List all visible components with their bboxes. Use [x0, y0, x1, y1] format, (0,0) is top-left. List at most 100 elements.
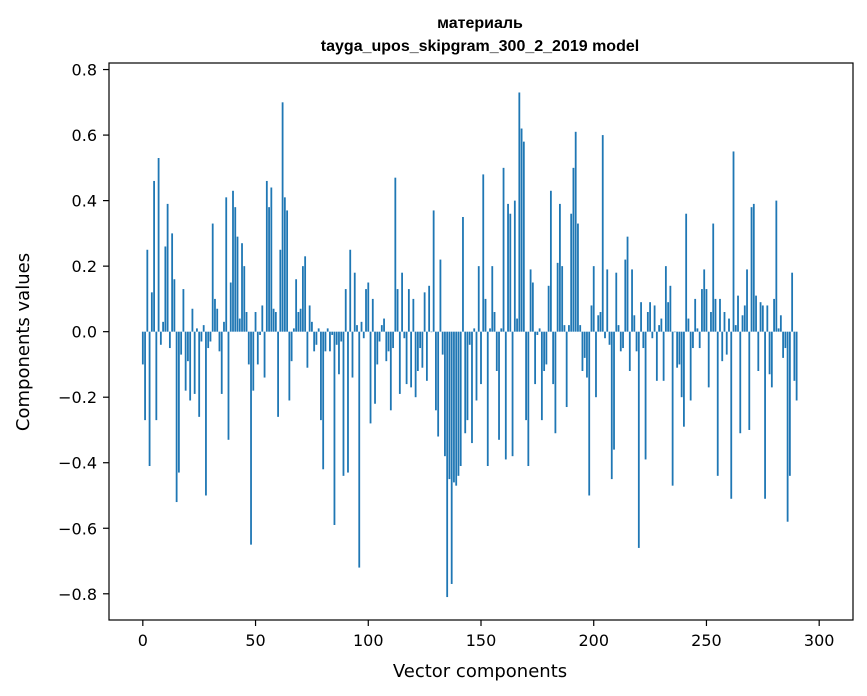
bar [322, 331, 325, 470]
bar [410, 331, 413, 388]
bar [545, 331, 548, 365]
bar [651, 331, 654, 339]
bar [421, 331, 424, 368]
bar [597, 315, 600, 332]
bar [518, 92, 521, 332]
bar [581, 331, 584, 371]
bar [540, 331, 543, 421]
y-axis-label: Components values [13, 253, 34, 431]
bar [229, 282, 232, 332]
bar [164, 246, 167, 332]
bar [669, 285, 672, 332]
bar [353, 272, 356, 332]
x-tick-label: 300 [804, 631, 835, 650]
bar [750, 207, 753, 332]
bar [777, 328, 780, 332]
x-tick-label: 200 [578, 631, 609, 650]
bar [646, 312, 649, 332]
bar [301, 266, 304, 332]
bar [477, 266, 480, 332]
bar [714, 298, 717, 332]
bar [788, 331, 791, 476]
bar [245, 312, 248, 332]
bar [658, 325, 661, 332]
bar-series [141, 92, 798, 598]
bar [216, 308, 219, 332]
bar [626, 236, 629, 332]
bar [543, 331, 546, 371]
bar [770, 331, 773, 388]
bar [703, 269, 706, 332]
bar [673, 331, 676, 333]
bar [563, 325, 566, 332]
bar [565, 331, 568, 408]
bar [549, 190, 552, 332]
bar [290, 331, 293, 362]
bar [182, 289, 185, 332]
bar [365, 289, 367, 332]
bar [450, 331, 453, 584]
y-tick-label: −0.6 [58, 519, 97, 538]
bar [444, 331, 446, 457]
bar [491, 266, 494, 332]
bar [716, 331, 719, 476]
bar [685, 213, 688, 332]
bar [423, 292, 426, 332]
bar [723, 312, 726, 332]
bar [538, 328, 541, 332]
bar [559, 203, 561, 332]
bar [759, 302, 762, 332]
bar [504, 331, 507, 460]
bar [223, 321, 225, 332]
bar [207, 331, 210, 349]
bar [437, 331, 440, 437]
bar [234, 207, 237, 332]
bar [428, 285, 431, 332]
bar [531, 282, 534, 332]
bar [511, 331, 514, 457]
bar [498, 331, 500, 440]
bar [473, 328, 476, 332]
bar [175, 331, 178, 503]
bar [148, 331, 151, 467]
bar [660, 318, 663, 332]
bar [320, 331, 322, 421]
bar [795, 331, 798, 401]
bar [459, 331, 462, 467]
y-tick-label: 0.6 [72, 126, 97, 145]
bar [710, 312, 712, 332]
bar [453, 331, 455, 483]
bar [464, 331, 467, 434]
bar [292, 328, 295, 332]
bar [261, 305, 264, 332]
bar [173, 279, 176, 332]
bar [662, 331, 665, 381]
bar [256, 331, 259, 365]
bar [274, 312, 277, 332]
bar [561, 266, 564, 332]
bar [268, 207, 270, 332]
bar [471, 331, 473, 444]
bar [628, 331, 631, 371]
bar [227, 331, 230, 440]
bar [579, 325, 582, 332]
x-tick-label: 0 [138, 631, 148, 650]
bar [177, 331, 180, 473]
bar [721, 331, 724, 362]
bar [482, 174, 485, 332]
bar [196, 328, 198, 332]
bar [615, 272, 618, 332]
bar [595, 331, 597, 398]
bar [793, 331, 796, 381]
bar [247, 331, 250, 365]
bar [439, 259, 442, 332]
bar [383, 318, 385, 332]
bar [489, 328, 491, 332]
bar [416, 331, 419, 371]
bar [315, 331, 318, 345]
bar [407, 289, 410, 332]
chart-title-line-1: материаль [437, 15, 523, 32]
bar [619, 331, 622, 352]
bar [166, 203, 169, 332]
bar [757, 331, 760, 371]
